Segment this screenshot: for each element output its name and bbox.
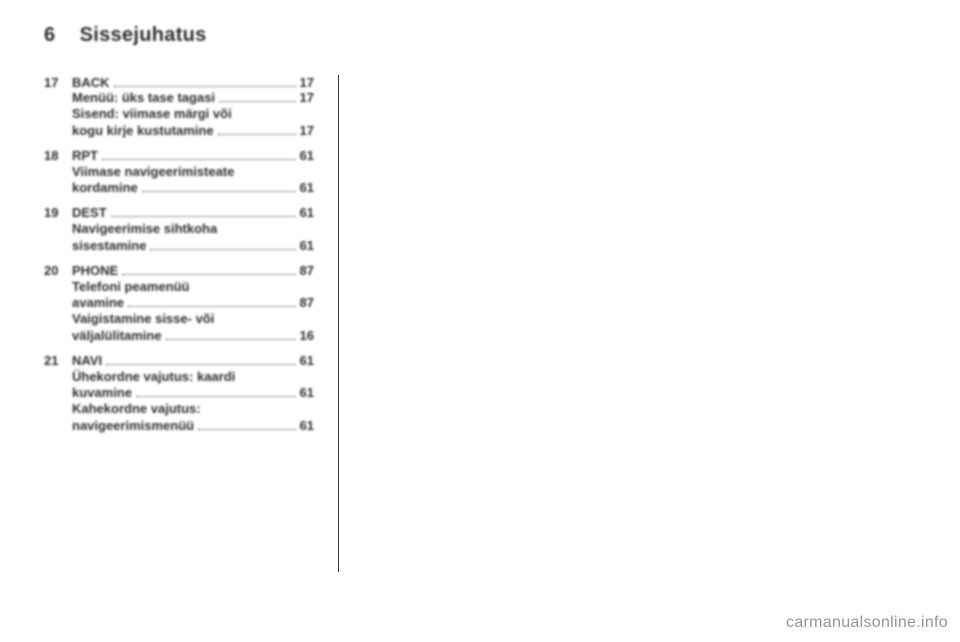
toc-sub-row: kuvamine 61 [44,385,314,400]
toc-sub-line: Telefoni peamenüü [44,278,314,296]
toc-sub-line: Ühekordne vajutus: kaardi [44,368,314,386]
toc-sub-row: kordamine 61 [44,180,314,195]
toc-leader-dots [128,306,295,307]
toc-sub-line: Viimase navigeerimisteate [44,163,314,181]
column-divider [338,75,339,572]
toc-item-page: 17 [300,75,314,90]
toc-sub-row: navigeerimismenüü 61 [44,418,314,433]
toc-sub-page: 17 [300,123,314,138]
toc-sub-row: väljalülitamine 16 [44,328,314,343]
toc-leader-dots [142,191,296,192]
toc-sub-row: kogu kirje kustutamine 17 [44,123,314,138]
toc-leader-dots [136,396,296,397]
toc-item-number: 20 [44,263,72,278]
toc-sub-page: 61 [300,418,314,433]
toc-sub-line: Vaigistamine sisse- või [44,310,314,328]
toc-leader-dots [198,429,295,430]
page-container: 6 Sissejuhatus 17BACK17Menüü: üks tase t… [0,0,960,642]
toc-sub-label: väljalülitamine [72,328,162,343]
toc-sub-label: kogu kirje kustutamine [72,123,214,138]
watermark-text: carmanualsonline.info [786,614,948,632]
toc-item-page: 61 [300,205,314,220]
toc-sub-line: Navigeerimise sihtkoha [44,220,314,238]
page-header: 6 Sissejuhatus [44,24,920,47]
toc-item-number: 17 [44,75,72,90]
toc-leader-dots [102,159,296,160]
toc-item-label: NAVI [72,353,102,368]
page-title: Sissejuhatus [80,24,207,47]
toc-group: 19DEST 61Navigeerimise sihtkohasisestamin… [44,205,314,253]
toc-item-label: RPT [72,148,98,163]
toc-leader-dots [122,274,295,275]
toc-item-number: 19 [44,205,72,220]
toc-sub-label: sisestamine [72,238,146,253]
toc-leader-dots [114,86,296,87]
toc-column: 17BACK17Menüü: üks tase tagasi17Sisend: … [44,75,314,572]
toc-sub-label: kordamine [72,180,138,195]
toc-leader-dots [111,216,296,217]
toc-sub-page: 87 [300,295,314,310]
toc-sub-row: Menüü: üks tase tagasi 17 [44,90,314,105]
toc-item-page: 87 [300,263,314,278]
toc-sub-page: 61 [300,180,314,195]
toc-item-number: 21 [44,353,72,368]
toc-item-number: 18 [44,148,72,163]
toc-sub-label: navigeerimismenüü [72,418,194,433]
toc-item-label: DEST [72,205,107,220]
toc-group: 21NAVI61Ühekordne vajutus: kaardikuvamin… [44,353,314,433]
toc-sub-page: 61 [300,238,314,253]
toc-sub-page: 61 [300,385,314,400]
toc-head-row: 19DEST 61 [44,205,314,220]
page-number: 6 [44,24,56,47]
toc-leader-dots [166,339,296,340]
toc-sub-line: Sisend: viimase märgi või [44,105,314,123]
toc-item-label: BACK [72,75,110,90]
toc-sub-page: 17 [300,90,314,105]
toc-item-page: 61 [300,148,314,163]
toc-sub-label: avamine [72,295,124,310]
toc-group: 20PHONE87Telefoni peamenüüavamine87Vaigi… [44,263,314,343]
toc-sub-page: 16 [300,328,314,343]
toc-sub-label: kuvamine [72,385,132,400]
toc-leader-dots [106,364,295,365]
toc-head-row: 17BACK17 [44,75,314,90]
toc-sub-label: Menüü: üks tase tagasi [72,90,215,105]
toc-head-row: 18RPT 61 [44,148,314,163]
toc-leader-dots [150,249,295,250]
content-wrap: 17BACK17Menüü: üks tase tagasi17Sisend: … [44,75,920,572]
toc-leader-dots [218,134,296,135]
toc-group: 17BACK17Menüü: üks tase tagasi17Sisend: … [44,75,314,138]
toc-sub-row: sisestamine 61 [44,238,314,253]
toc-head-row: 21NAVI 61 [44,353,314,368]
toc-head-row: 20PHONE 87 [44,263,314,278]
toc-sub-row: avamine 87 [44,295,314,310]
toc-item-page: 61 [300,353,314,368]
toc-item-label: PHONE [72,263,118,278]
toc-sub-line: Kahekordne vajutus: [44,400,314,418]
toc-leader-dots [219,101,295,102]
toc-group: 18RPT 61Viimase navigeerimisteatekordamin… [44,148,314,196]
